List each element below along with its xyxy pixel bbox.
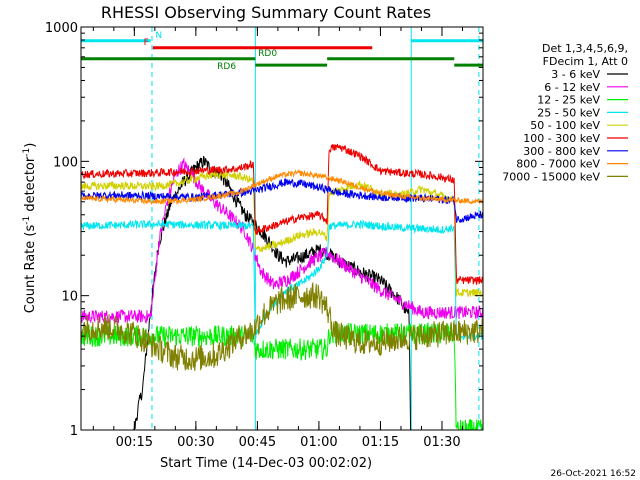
legend-label-8: 7000 - 15000 keV [502,170,600,183]
y-axis-label-sup1: -1 [22,216,32,225]
x-tick-label: 01:00 [300,435,337,450]
legend-label-7: 800 - 7000 keV [516,158,600,171]
legend-label-5: 100 - 300 keV [523,132,600,145]
legend-label-1: 6 - 12 keV [544,81,600,94]
chart-title: RHESSI Observing Summary Count Rates [101,3,431,22]
y-axis-label-sup2: -1 [22,148,32,157]
flag-label-n: N [155,31,162,41]
series-line-1 [81,157,483,325]
flag-label-rd0: RD0 [258,49,277,59]
legend-header-line-0: Det 1,3,4,5,6,9, [542,42,628,55]
x-axis-label: Start Time (14-Dec-03 00:02:02) [160,456,372,471]
y-axis-label-mid: detector [23,156,38,216]
x-tick-label: 00:45 [239,435,276,450]
flag-label-f: F [144,38,149,48]
plot-frame [80,26,484,431]
x-tick-label: 00:15 [116,435,153,450]
legend-label-0: 3 - 6 keV [551,68,600,81]
series-line-8 [81,282,483,371]
legend-header-line-1: FDecim 1, Att 0 [543,55,628,68]
y-tick-label: 1000 [45,21,78,36]
series-line-5 [81,143,483,285]
timestamp: 26-Oct-2021 16:52 [551,469,636,479]
x-tick-label: 00:30 [177,435,214,450]
legend-label-6: 300 - 800 keV [523,145,600,158]
legend-label-2: 12 - 25 keV [537,94,600,107]
flag-label-rd6: RD6 [217,62,236,72]
legend-label-3: 25 - 50 keV [537,106,600,119]
x-tick-label: 01:30 [423,435,460,450]
legend-label-4: 50 - 100 keV [530,119,600,132]
y-axis-label: Count Rate (s-1 detector-1) [22,143,38,314]
y-axis-label-end: ) [23,143,38,148]
x-tick-label: 01:15 [362,435,399,450]
y-tick-label: 10 [61,290,78,305]
y-axis-label-main: Count Rate (s [23,225,38,314]
y-tick-label: 1 [70,424,78,439]
series-line-7 [81,169,483,206]
y-tick-label: 100 [53,155,78,170]
legend-header: Det 1,3,4,5,6,9,FDecim 1, Att 0 [542,42,628,68]
axes: 1 10 100 1000 00:15 00:30 00:45 01:00 01:15 01:30 [45,21,484,450]
series-line-4 [81,170,483,297]
